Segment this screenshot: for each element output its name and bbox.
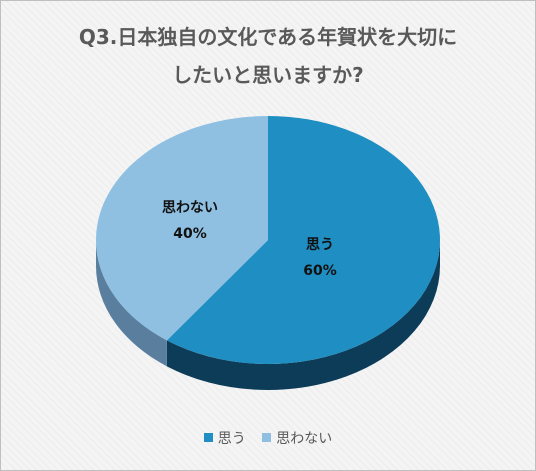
legend-label-omowanai: 思わない bbox=[276, 431, 333, 447]
pie-side-omou bbox=[166, 240, 440, 390]
slice-label-omou: 思う 60% bbox=[290, 232, 350, 284]
legend-swatch-omou bbox=[203, 433, 213, 442]
pie-side-omowanai bbox=[96, 240, 167, 367]
chart-title: Q3.日本独自の文化である年賀状を大切に したいと思いますか? bbox=[0, 18, 536, 94]
chart-title-line-2: したいと思いますか? bbox=[172, 63, 364, 87]
slice-category-omou: 思う bbox=[306, 237, 334, 253]
slice-value-omou: 60% bbox=[303, 263, 337, 279]
legend-item-omowanai: 思わない bbox=[262, 428, 332, 448]
legend-swatch-omowanai bbox=[262, 433, 272, 442]
chart-legend: 思う 思わない bbox=[0, 428, 536, 448]
chart-title-line-1: Q3.日本独自の文化である年賀状を大切に bbox=[78, 25, 458, 49]
legend-item-omou: 思う bbox=[203, 428, 246, 448]
slice-label-omowanai: 思わない 40% bbox=[140, 195, 240, 247]
legend-label-omou: 思う bbox=[217, 431, 246, 447]
pie-slice-omowanai bbox=[95, 116, 268, 341]
slice-category-omowanai: 思わない bbox=[162, 200, 218, 216]
pie-slice-omou bbox=[166, 116, 441, 364]
slice-value-omowanai: 40% bbox=[173, 226, 207, 242]
